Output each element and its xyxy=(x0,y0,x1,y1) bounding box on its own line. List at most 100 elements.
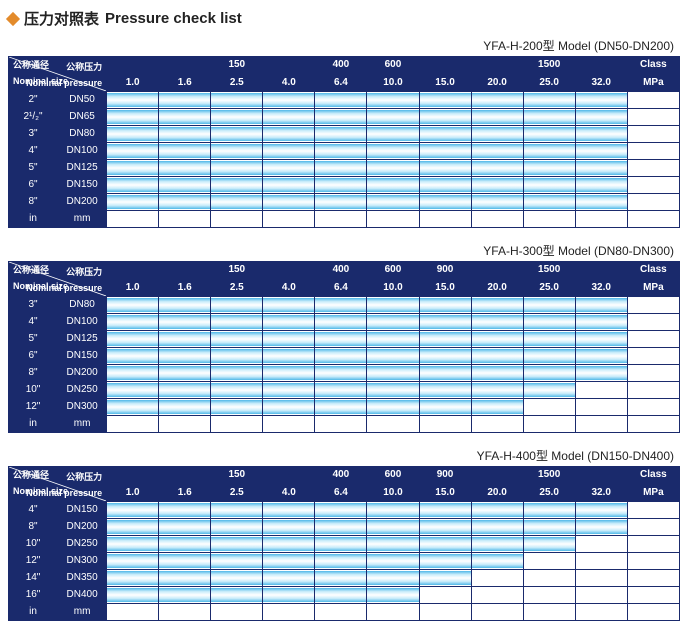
mpa-value-header: 6.4 xyxy=(315,74,367,92)
size-mm: DN200 xyxy=(58,519,107,536)
bar-cell xyxy=(575,109,627,126)
table-row: 3"DN80 xyxy=(9,126,680,143)
bar-cell xyxy=(419,194,471,211)
model-label: YFA-H-400型 Model (DN150-DN400) xyxy=(8,447,680,464)
bar-cell xyxy=(419,143,471,160)
bar-cell xyxy=(575,348,627,365)
bar-cell xyxy=(315,143,367,160)
bar-cell xyxy=(159,126,211,143)
size-mm: DN200 xyxy=(58,194,107,211)
bar-cell xyxy=(523,536,575,553)
mpa-unit-header: MPa xyxy=(627,484,679,502)
bar-cell xyxy=(419,92,471,109)
table-row: 8"DN200 xyxy=(9,519,680,536)
size-mm: DN400 xyxy=(58,587,107,604)
bar-cell xyxy=(575,143,627,160)
bar-cell xyxy=(107,502,159,519)
size-in: 10" xyxy=(9,536,58,553)
size-in: 5" xyxy=(9,331,58,348)
bar-cell xyxy=(211,297,263,314)
mpa-value-header: 4.0 xyxy=(263,74,315,92)
bar-cell xyxy=(471,536,523,553)
bar-cell xyxy=(211,365,263,382)
bar-cell xyxy=(471,553,523,570)
footer-row: inmm xyxy=(9,604,680,621)
table-row: 2"DN50 xyxy=(9,92,680,109)
bar-cell xyxy=(315,536,367,553)
footer-cell xyxy=(159,416,211,433)
footer-cell xyxy=(471,211,523,228)
footer-cell xyxy=(575,604,627,621)
bar-cell xyxy=(471,143,523,160)
bar-cell xyxy=(107,348,159,365)
size-mm: DN250 xyxy=(58,536,107,553)
bar-cell xyxy=(471,297,523,314)
bar-cell xyxy=(315,314,367,331)
mpa-value-header: 2.5 xyxy=(211,484,263,502)
footer-cell xyxy=(107,604,159,621)
bar-cell xyxy=(159,382,211,399)
bar-cell xyxy=(107,570,159,587)
bar-cell xyxy=(263,126,315,143)
mpa-value-header: 25.0 xyxy=(523,279,575,297)
footer-cell xyxy=(367,211,419,228)
bar-cell xyxy=(315,297,367,314)
class-value-header xyxy=(159,57,211,75)
mpa-unit-header: MPa xyxy=(627,74,679,92)
size-in: 12" xyxy=(9,553,58,570)
bar-cell xyxy=(627,399,679,416)
bar-cell xyxy=(575,587,627,604)
bar-cell xyxy=(315,587,367,604)
bar-cell xyxy=(575,177,627,194)
class-value-header: 600 xyxy=(367,57,419,75)
size-mm: DN150 xyxy=(58,348,107,365)
size-mm: DN100 xyxy=(58,143,107,160)
bar-cell xyxy=(107,297,159,314)
bar-cell xyxy=(367,587,419,604)
bar-cell xyxy=(159,160,211,177)
size-in: 8" xyxy=(9,194,58,211)
mpa-unit-header: MPa xyxy=(627,279,679,297)
footer-cell xyxy=(419,604,471,621)
class-value-header xyxy=(575,57,627,75)
bar-cell xyxy=(627,570,679,587)
table-row: 10"DN250 xyxy=(9,382,680,399)
bar-cell xyxy=(575,536,627,553)
bar-cell xyxy=(107,177,159,194)
size-mm: DN300 xyxy=(58,399,107,416)
bar-cell xyxy=(211,314,263,331)
bar-cell xyxy=(367,365,419,382)
bar-cell xyxy=(263,399,315,416)
bar-cell xyxy=(315,348,367,365)
bar-cell xyxy=(471,519,523,536)
size-mm: DN80 xyxy=(58,297,107,314)
class-value-header: 600 xyxy=(367,467,419,485)
class-value-header: 400 xyxy=(315,262,367,280)
bar-cell xyxy=(471,570,523,587)
bar-cell xyxy=(471,314,523,331)
size-in: 3" xyxy=(9,126,58,143)
bar-cell xyxy=(107,331,159,348)
bar-cell xyxy=(627,553,679,570)
bar-cell xyxy=(575,314,627,331)
bar-cell xyxy=(471,126,523,143)
bar-cell xyxy=(575,92,627,109)
bar-cell xyxy=(419,587,471,604)
mpa-value-header: 1.6 xyxy=(159,74,211,92)
bar-cell xyxy=(575,399,627,416)
bar-cell xyxy=(211,126,263,143)
bar-cell xyxy=(367,399,419,416)
bar-cell xyxy=(315,553,367,570)
corner-header: 公称压力Nominal pressure公称通径Nominal size xyxy=(9,57,107,92)
bar-cell xyxy=(575,126,627,143)
footer-cell xyxy=(263,416,315,433)
mpa-value-header: 25.0 xyxy=(523,484,575,502)
corner-header: 公称压力Nominal pressure公称通径Nominal size xyxy=(9,467,107,502)
bar-cell xyxy=(159,519,211,536)
bar-cell xyxy=(107,194,159,211)
class-value-header: 900 xyxy=(419,467,471,485)
size-in: 4" xyxy=(9,502,58,519)
bar-cell xyxy=(159,314,211,331)
bar-cell xyxy=(263,297,315,314)
bar-cell xyxy=(315,382,367,399)
